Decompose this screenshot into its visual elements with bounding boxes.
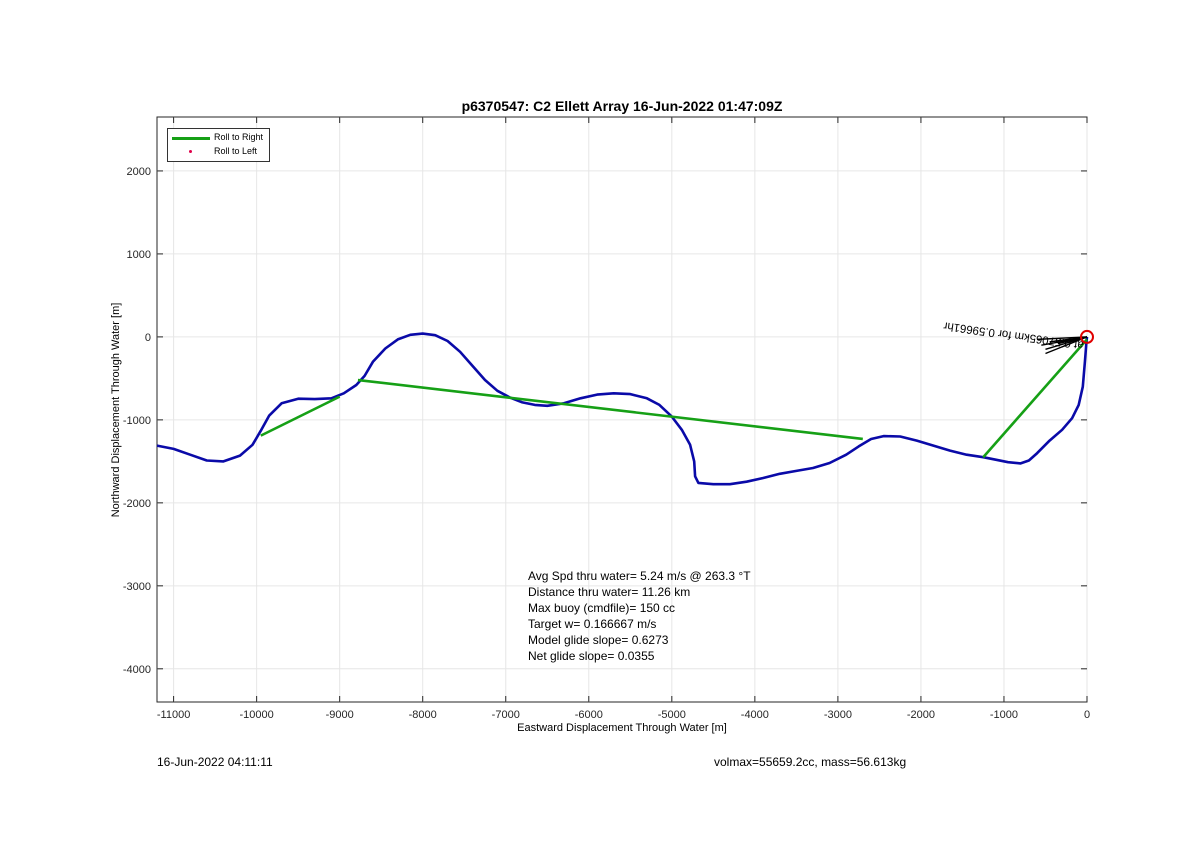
x-tick-label: -10000 — [240, 709, 274, 721]
x-ticks: -11000 -10000 -9000 -8000 -7000 -6000 -5000 -40… — [157, 117, 1090, 721]
annotation-line — [1061, 336, 1088, 348]
stat-target-w: Target w= 0.166667 m/s — [528, 617, 657, 631]
footer-volmax-mass: volmax=55659.2cc, mass=56.613kg — [714, 755, 907, 769]
x-tick-label: -3000 — [824, 709, 852, 721]
footer-timestamp: 16-Jun-2022 04:11:11 — [157, 755, 273, 769]
stat-max-buoy: Max buoy (cmdfile)= 150 cc — [528, 601, 676, 615]
y-tick-label: 1000 — [127, 249, 151, 261]
endpoint-marker — [1080, 329, 1094, 344]
x-tick-label: -9000 — [326, 709, 354, 721]
track-line — [156, 332, 1089, 486]
stat-avg-speed: Avg Spd thru water= 5.24 m/s @ 263.3 °T — [528, 569, 751, 583]
stat-net-glide: Net glide slope= 0.0355 — [528, 649, 655, 663]
stats-box: Avg Spd thru water= 5.24 m/s @ 263.3 °T … — [528, 568, 751, 664]
legend-label: Roll to Left — [214, 146, 258, 156]
roll-right-segment — [260, 395, 341, 437]
stat-distance: Distance thru water= 11.26 km — [528, 585, 691, 599]
grid — [157, 117, 1088, 702]
legend: Roll to Right Roll to Left — [167, 128, 270, 162]
legend-dot-swatch — [189, 150, 192, 153]
x-tick-label: -2000 — [907, 709, 935, 721]
x-tick-label: -11000 — [157, 709, 190, 721]
y-axis-label: Northward Displacement Through Water [m] — [110, 302, 122, 518]
roll-right-segment — [357, 378, 863, 441]
annotation-text: at 0.57065km for 0.59661hr — [943, 319, 1085, 351]
y-tick-label: 2000 — [127, 166, 151, 178]
chart-title: p6370547: C2 Ellett Array 16-Jun-2022 01… — [461, 98, 783, 114]
x-axis-label: Eastward Displacement Through Water [m] — [517, 722, 727, 734]
legend-line-swatch — [172, 137, 210, 140]
y-tick-label: -2000 — [123, 498, 151, 510]
x-tick-label: -1000 — [990, 709, 1018, 721]
y-tick-label: -1000 — [123, 415, 151, 427]
legend-item-roll-right: Roll to Right — [168, 131, 269, 145]
legend-item-roll-left: Roll to Left — [168, 145, 269, 159]
stat-model-glide: Model glide slope= 0.6273 — [528, 633, 669, 647]
y-ticks: -4000 -3000 -2000 -1000 0 1000 2000 — [123, 166, 1087, 676]
roll-right-segment — [982, 338, 1088, 459]
y-tick-label: -4000 — [123, 664, 151, 676]
x-tick-label: -4000 — [741, 709, 769, 721]
x-tick-label: 0 — [1084, 709, 1090, 721]
x-tick-label: -8000 — [409, 709, 437, 721]
annotation-layer: at 0.57065km for 0.59661hr — [943, 319, 1094, 355]
x-tick-label: -5000 — [658, 709, 686, 721]
y-tick-label: 0 — [145, 332, 151, 344]
x-tick-label: -7000 — [492, 709, 520, 721]
series-layer — [156, 332, 1089, 486]
y-tick-label: -3000 — [123, 581, 151, 593]
legend-label: Roll to Right — [214, 132, 264, 142]
x-tick-label: -6000 — [575, 709, 603, 721]
